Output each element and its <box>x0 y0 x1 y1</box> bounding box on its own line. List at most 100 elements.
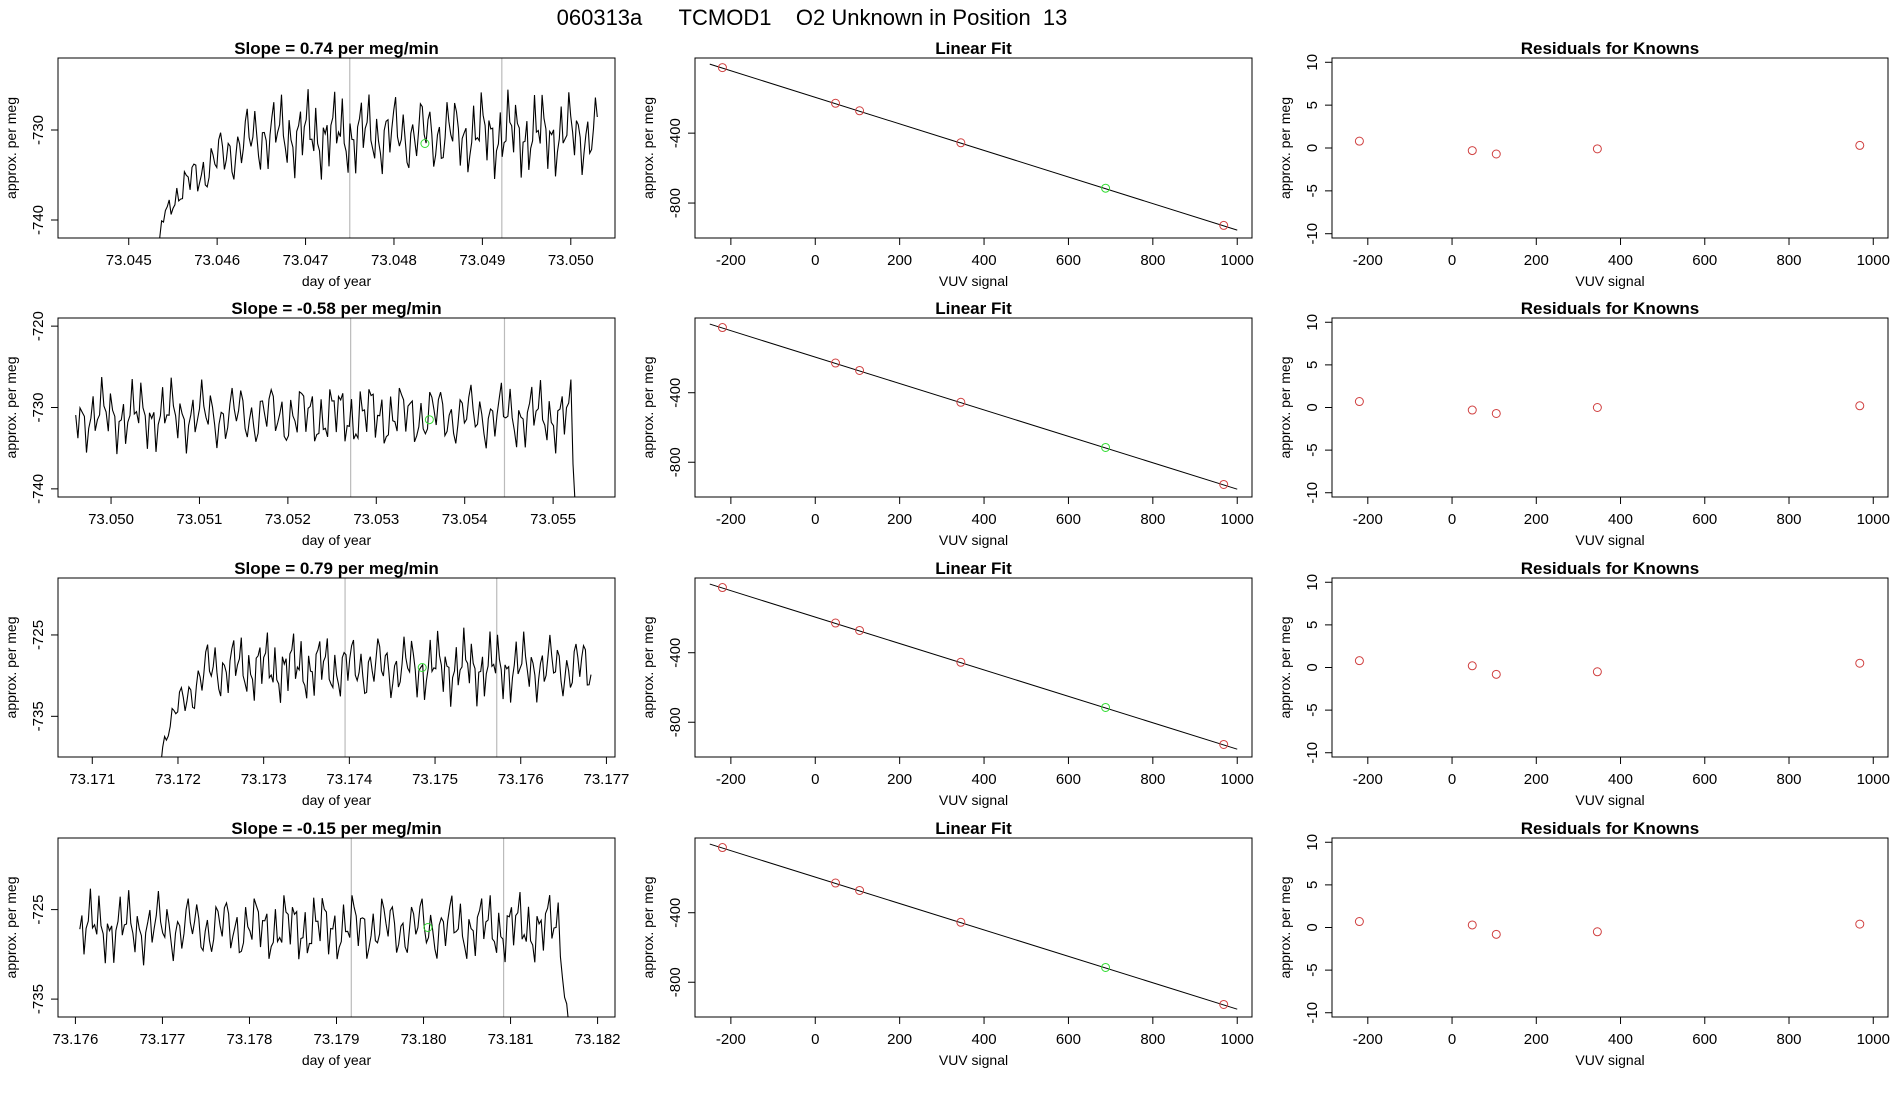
x-tick-label: 73.046 <box>194 252 240 269</box>
x-tick-label: 600 <box>1692 252 1717 269</box>
plot-marks <box>161 578 592 757</box>
x-tick-label: -200 <box>716 1031 746 1048</box>
y-tick-label: -720 <box>30 311 47 341</box>
plot-frame <box>694 837 1253 1018</box>
x-tick-label: 400 <box>972 771 997 788</box>
x-tick-label: 73.055 <box>530 511 576 528</box>
x-tick-label: 73.048 <box>371 252 417 269</box>
x-tick-label: 1000 <box>1857 511 1890 528</box>
x-tick-label: 1000 <box>1857 1031 1890 1048</box>
x-tick-label: 73.050 <box>88 511 134 528</box>
unknown-point <box>423 923 433 932</box>
x-tick-label: 0 <box>811 511 819 528</box>
x-tick-label: -200 <box>1353 1031 1383 1048</box>
known-point <box>1592 927 1602 937</box>
panel-title: Slope = -0.15 per meg/min <box>231 819 441 838</box>
x-tick-label: 600 <box>1056 1031 1081 1048</box>
y-axis-label: approx. per meg <box>1277 877 1293 979</box>
y-tick-label: -735 <box>30 701 47 731</box>
panel-timeseries-row-1: Slope = 0.74 per meg/min approx. per meg d… <box>3 39 616 289</box>
y-tick-label: -735 <box>30 984 47 1014</box>
x-axis-label: day of year <box>302 792 372 808</box>
x-axis-label: VUV signal <box>939 273 1008 289</box>
plot-marks <box>709 843 1238 1010</box>
x-axis-label: VUV signal <box>939 1052 1008 1068</box>
y-tick-label: -725 <box>30 620 47 650</box>
x-tick-label: 800 <box>1776 1031 1801 1048</box>
known-point <box>1592 667 1602 677</box>
x-tick-label: 600 <box>1692 1031 1717 1048</box>
x-tick-label: 400 <box>1608 771 1633 788</box>
x-tick-label: -200 <box>716 771 746 788</box>
x-tick-label: 200 <box>887 252 912 269</box>
x-axis-label: day of year <box>302 532 372 548</box>
x-tick-label: 73.172 <box>155 771 201 788</box>
x-tick-label: 73.045 <box>106 252 152 269</box>
panel-title: Residuals for Knowns <box>1521 559 1700 578</box>
x-tick-label: 800 <box>1776 771 1801 788</box>
y-tick-label: -10 <box>1304 223 1321 245</box>
panel-title: Slope = 0.74 per meg/min <box>234 39 439 58</box>
x-tick-label: 73.053 <box>353 511 399 528</box>
x-tick-label: 400 <box>972 511 997 528</box>
panel-title: Linear Fit <box>935 299 1012 318</box>
y-tick-label: 10 <box>1304 314 1321 331</box>
y-axis-label: approx. per meg <box>1277 97 1293 199</box>
x-tick-label: 800 <box>1140 1031 1165 1048</box>
known-point <box>1491 669 1501 679</box>
y-tick-label: -400 <box>667 118 684 148</box>
known-point <box>1354 136 1364 146</box>
x-tick-label: 600 <box>1692 511 1717 528</box>
x-tick-label: 73.177 <box>139 1031 185 1048</box>
known-point <box>956 917 966 927</box>
x-tick-label: 1000 <box>1221 511 1254 528</box>
panel-title: Residuals for Knowns <box>1521 39 1700 58</box>
x-tick-label: 73.047 <box>283 252 329 269</box>
x-axis-label: day of year <box>302 273 372 289</box>
y-tick-label: -725 <box>30 895 47 925</box>
x-tick-label: 600 <box>1056 252 1081 269</box>
y-axis-label: approx. per meg <box>640 97 656 199</box>
known-point <box>1354 656 1364 666</box>
plot-marks <box>709 63 1238 231</box>
unknown-point <box>424 415 434 425</box>
y-tick-label: -400 <box>667 378 684 408</box>
known-point <box>1491 408 1501 418</box>
y-axis-label: approx. per meg <box>3 357 19 459</box>
y-tick-label: -5 <box>1304 184 1321 197</box>
plot-marks <box>709 583 1238 750</box>
known-point <box>956 657 966 667</box>
x-axis-label: VUV signal <box>1575 1052 1644 1068</box>
known-point <box>1354 397 1364 407</box>
x-tick-label: 73.173 <box>241 771 287 788</box>
known-point <box>1592 144 1602 154</box>
x-tick-label: 73.180 <box>401 1031 447 1048</box>
panel-title: Linear Fit <box>935 819 1012 838</box>
time-series-line <box>75 376 576 497</box>
x-tick-label: 800 <box>1140 511 1165 528</box>
x-axis-label: VUV signal <box>1575 792 1644 808</box>
x-tick-label: 73.171 <box>69 771 115 788</box>
x-tick-label: 200 <box>1524 511 1549 528</box>
y-tick-label: -730 <box>30 392 47 422</box>
x-tick-label: 73.177 <box>583 771 629 788</box>
time-series-line <box>161 627 592 757</box>
panel-timeseries-row-3: Slope = 0.79 per meg/min approx. per meg d… <box>3 559 629 808</box>
y-axis-label: approx. per meg <box>640 617 656 719</box>
x-tick-label: 73.050 <box>548 252 594 269</box>
known-point <box>855 365 865 375</box>
known-point <box>1491 149 1501 159</box>
known-point <box>1354 917 1364 927</box>
panel-residuals-row-1: Residuals for Knowns approx. per meg VUV s… <box>1277 39 1890 289</box>
x-tick-label: 73.179 <box>314 1031 360 1048</box>
plot-frame <box>1331 837 1889 1018</box>
x-tick-label: 800 <box>1776 252 1801 269</box>
panel-residuals-row-4: Residuals for Knowns approx. per meg VUV s… <box>1277 819 1890 1068</box>
y-axis-label: approx. per meg <box>1277 357 1293 459</box>
known-point <box>1592 403 1602 412</box>
known-point <box>1855 401 1865 411</box>
plot-frame <box>57 837 616 1018</box>
x-tick-label: 200 <box>887 771 912 788</box>
x-tick-label: 0 <box>811 252 819 269</box>
